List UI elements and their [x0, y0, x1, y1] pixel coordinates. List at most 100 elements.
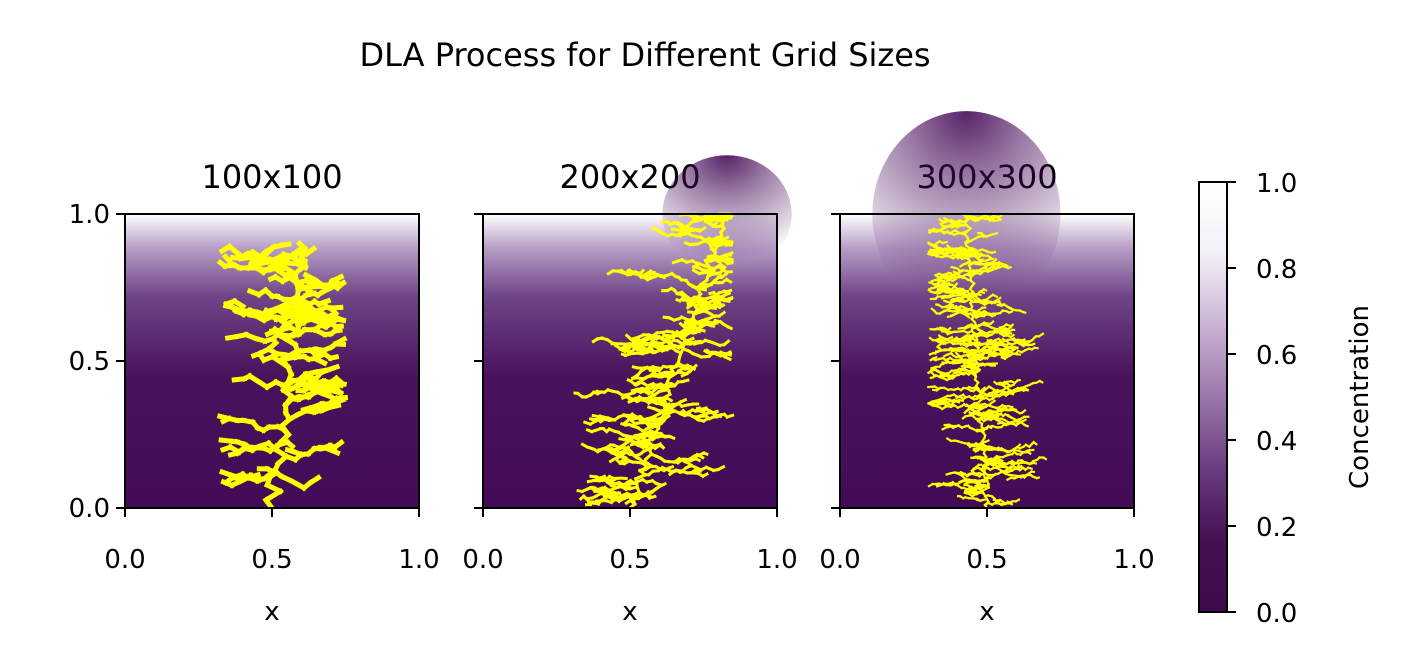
cluster-segment: [599, 485, 608, 492]
cluster-segment: [697, 327, 706, 333]
cluster-segment: [218, 468, 236, 479]
cluster-segment: [221, 253, 235, 267]
cluster-segment: [946, 314, 953, 319]
cluster-segment: [987, 444, 993, 449]
cluster-segment: [690, 363, 699, 371]
cluster-segment: [678, 321, 687, 329]
cluster-segment: [264, 327, 278, 338]
cluster-segment: [680, 378, 690, 384]
panel-1-x-tick-2: 1.0: [398, 545, 439, 575]
cluster-segment: [956, 287, 962, 292]
cluster-segment: [650, 339, 659, 346]
cluster-segment: [993, 352, 1000, 358]
cluster-segment: [960, 363, 966, 368]
cluster-segment: [968, 410, 975, 416]
cluster-segment: [981, 386, 987, 392]
cluster-segment: [981, 351, 989, 354]
cluster-segment: [956, 296, 962, 302]
cluster-segment: [937, 337, 945, 342]
cluster-segment: [997, 337, 1003, 343]
cluster-segment: [326, 402, 342, 411]
cluster-segment: [668, 434, 676, 441]
colorbar-ticks: [1227, 181, 1236, 613]
cluster-segment: [657, 388, 667, 394]
cluster-segment: [675, 329, 683, 336]
cluster-segment: [931, 400, 939, 405]
panel-2-x-tick-0: 0.0: [462, 545, 503, 575]
cluster-segment: [930, 365, 937, 370]
cluster-segment: [1025, 450, 1032, 456]
cluster-segment: [938, 226, 946, 232]
cluster-segment: [630, 387, 639, 393]
cluster-segment: [306, 474, 322, 487]
cluster-segment: [709, 241, 718, 248]
cluster-segment: [691, 268, 702, 276]
panel-1-x-tick-0: 0.0: [104, 545, 145, 575]
cluster-segment: [951, 277, 958, 283]
panel-1-y-tick-1: 0.5: [69, 347, 110, 377]
cluster-segment: [1000, 356, 1007, 361]
cluster-segment: [722, 339, 731, 347]
cluster-segment: [1006, 265, 1012, 270]
cluster-segment: [710, 221, 719, 229]
cluster-segment: [958, 263, 965, 268]
panel-1-y-tick-2: 1.0: [69, 200, 110, 230]
cluster-segment: [216, 258, 229, 270]
cluster-segment: [721, 235, 730, 242]
cluster-segment: [620, 444, 627, 451]
cluster-segment: [682, 297, 692, 302]
cluster-segment: [953, 282, 959, 288]
cluster-segment: [992, 345, 999, 351]
cluster-segment: [926, 369, 933, 375]
cluster-segment: [303, 290, 318, 299]
cluster-segment: [671, 220, 681, 227]
cluster-segment: [936, 287, 944, 293]
cluster-segment: [935, 337, 942, 344]
cluster-segment: [706, 236, 714, 244]
cluster-segment: [945, 251, 952, 255]
cluster-segment: [662, 315, 671, 320]
cluster-segment: [706, 254, 715, 259]
cluster-segment: [991, 231, 999, 236]
cluster-segment: [631, 365, 639, 370]
cluster-segment: [323, 445, 341, 457]
cluster-segment: [629, 343, 637, 350]
cluster-segment: [608, 457, 616, 464]
cluster-segment: [963, 491, 971, 496]
cluster-segment: [292, 260, 309, 272]
cluster-segment: [1006, 500, 1013, 505]
cluster-segment: [585, 427, 594, 434]
cluster-segment: [946, 399, 953, 404]
cluster-segment: [928, 286, 934, 291]
cluster-segment: [247, 260, 260, 270]
cluster-segment: [948, 335, 954, 340]
cluster-segment: [284, 446, 296, 455]
cluster-segment: [302, 245, 318, 258]
cluster-segment: [332, 327, 343, 334]
cluster-segment: [972, 446, 979, 451]
cluster-segment: [576, 488, 584, 494]
cluster-segment: [224, 333, 240, 341]
cluster-segment: [984, 409, 992, 416]
cluster-segment: [971, 247, 978, 252]
panel-3-x-tick-1: 0.5: [966, 545, 1007, 575]
cluster-segment: [971, 333, 977, 340]
colorbar-tick-2: 0.4: [1256, 427, 1297, 457]
cluster-segment: [666, 464, 675, 471]
cluster-segment: [948, 309, 955, 313]
panel-3: 300x300 0.0 0.5 1.0 x: [819, 111, 1155, 627]
cluster-segment: [945, 326, 952, 333]
cluster-segment: [662, 402, 671, 408]
cluster-segment: [1024, 423, 1030, 428]
cluster-segment: [300, 404, 316, 413]
cluster-segment: [977, 473, 984, 478]
cluster-segment: [231, 375, 248, 383]
panel-1-x-tick-1: 0.5: [251, 545, 292, 575]
cluster-segment: [991, 257, 998, 264]
cluster-segment: [323, 363, 341, 374]
cluster-segment: [618, 437, 627, 442]
cluster-segment: [965, 295, 972, 300]
cluster-segment: [937, 334, 943, 339]
cluster-segment: [996, 303, 1003, 307]
cluster-segment: [676, 344, 686, 350]
